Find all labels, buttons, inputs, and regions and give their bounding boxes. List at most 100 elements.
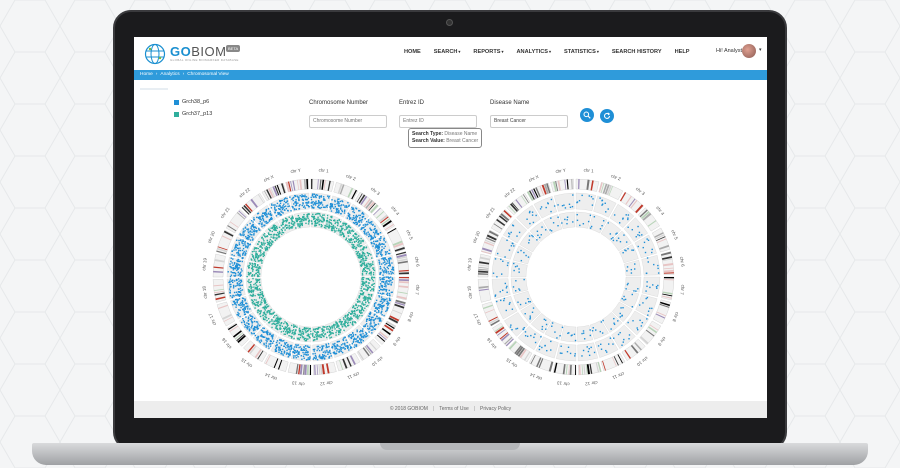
data-point <box>244 313 246 315</box>
data-point <box>361 290 364 292</box>
search-button[interactable] <box>580 108 594 122</box>
nav-search[interactable]: SEARCH▾ <box>434 49 461 55</box>
data-point <box>352 230 355 233</box>
breadcrumb-analytics[interactable]: Analytics <box>160 72 180 77</box>
chevron-down-icon[interactable]: ▾ <box>759 47 762 53</box>
data-point <box>238 298 241 300</box>
data-point <box>249 222 251 225</box>
nav-home[interactable]: HOME <box>404 49 421 55</box>
chromosome-ideogram <box>477 279 492 303</box>
legend-item[interactable]: Grch38_p6 <box>174 99 212 105</box>
chromosome-input[interactable] <box>309 114 387 128</box>
data-point <box>341 346 343 349</box>
nav-reports[interactable]: REPORTS▾ <box>473 49 503 55</box>
data-point <box>291 215 294 218</box>
data-point <box>546 349 548 352</box>
cytoband <box>478 268 489 271</box>
data-point <box>346 231 349 233</box>
cytoband <box>564 179 567 190</box>
cytoband <box>306 364 309 375</box>
data-point <box>630 272 633 274</box>
data-point <box>247 316 250 318</box>
data-point <box>303 338 306 341</box>
data-point <box>239 249 242 252</box>
data-point <box>386 308 388 310</box>
cytoband <box>363 198 371 208</box>
data-point <box>600 348 603 350</box>
data-point <box>362 304 365 306</box>
data-point <box>285 207 288 210</box>
legend-item[interactable]: Grch37_p13 <box>174 111 212 117</box>
data-point <box>288 216 290 218</box>
data-point <box>264 306 267 308</box>
data-point <box>335 207 338 210</box>
data-point <box>267 212 270 214</box>
logo[interactable]: GOBIOM GLOBAL ONLINE BIOMARKER DATABASE … <box>144 43 241 67</box>
data-point <box>259 335 262 337</box>
data-point <box>244 326 246 328</box>
data-point <box>307 338 309 340</box>
data-point <box>298 198 300 200</box>
data-point <box>237 294 239 297</box>
data-point <box>250 286 252 288</box>
data-point <box>326 214 329 217</box>
nav-search-history[interactable]: SEARCH HISTORY <box>612 49 662 55</box>
user-greeting[interactable]: Hi! Analyst <box>716 48 742 54</box>
data-point <box>642 246 644 249</box>
disease-input[interactable] <box>490 114 568 128</box>
data-point <box>379 239 381 241</box>
beta-badge: BETA <box>226 45 241 52</box>
data-point <box>229 278 232 280</box>
data-point <box>303 337 306 340</box>
nav-analytics[interactable]: ANALYTICS▾ <box>516 49 551 55</box>
data-point <box>531 234 533 237</box>
entrez-input[interactable] <box>399 114 477 128</box>
data-point <box>245 310 247 313</box>
data-point <box>273 320 275 322</box>
refresh-button[interactable] <box>600 109 614 123</box>
screen: GOBIOM GLOBAL ONLINE BIOMARKER DATABASE … <box>134 37 767 418</box>
data-point <box>364 325 366 328</box>
data-point <box>347 335 350 337</box>
data-point <box>322 329 324 332</box>
nav-help[interactable]: HELP <box>675 49 690 55</box>
track-inner <box>577 325 594 343</box>
data-point <box>337 204 340 207</box>
data-point <box>276 202 279 205</box>
data-point <box>380 255 383 257</box>
data-point <box>230 286 232 288</box>
data-point <box>566 223 568 225</box>
data-point <box>340 225 343 228</box>
data-point <box>259 245 262 247</box>
data-point <box>307 358 309 361</box>
avatar[interactable] <box>742 44 756 58</box>
data-point <box>359 217 361 219</box>
nav-statistics[interactable]: STATISTICS▾ <box>564 49 599 55</box>
cytoband <box>281 183 286 194</box>
data-point <box>295 219 297 222</box>
data-point <box>334 324 336 326</box>
data-point <box>244 254 246 256</box>
legend-label: Grch38_p6 <box>182 99 210 105</box>
data-point <box>302 203 304 205</box>
breadcrumb-home[interactable]: Home <box>140 72 153 77</box>
data-point <box>305 219 307 221</box>
data-point <box>373 304 376 306</box>
data-point <box>314 225 316 227</box>
data-point <box>311 194 314 197</box>
data-point <box>602 220 605 222</box>
data-point <box>360 259 363 261</box>
data-point <box>354 233 356 236</box>
data-point <box>383 285 386 288</box>
cytoband <box>396 256 408 260</box>
data-point <box>339 221 342 223</box>
data-point <box>258 229 260 231</box>
data-point <box>318 202 320 204</box>
data-point <box>250 227 252 230</box>
privacy-link[interactable]: Privacy Policy <box>480 406 512 412</box>
data-point <box>289 329 291 331</box>
terms-link[interactable]: Terms of Use <box>439 406 469 412</box>
data-point <box>381 314 383 316</box>
data-point <box>294 355 296 357</box>
data-point <box>386 302 389 304</box>
